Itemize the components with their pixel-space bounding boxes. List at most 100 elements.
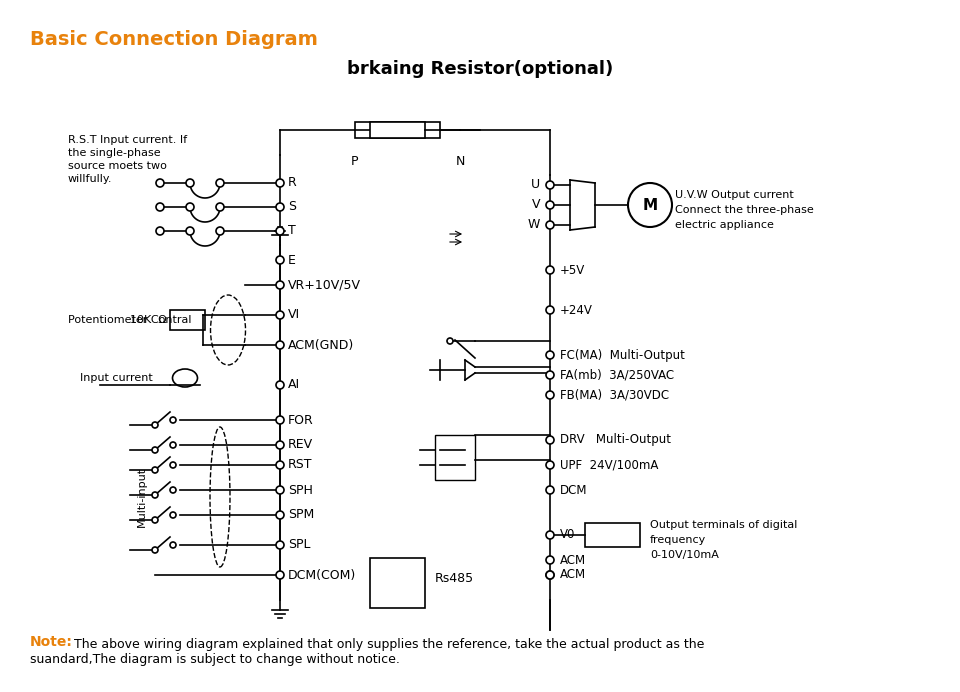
Circle shape [152,547,158,553]
Text: Potentiometer Contral: Potentiometer Contral [68,315,191,325]
Circle shape [546,571,554,579]
Text: ACM(GND): ACM(GND) [288,338,354,352]
Text: Rs485: Rs485 [435,572,474,585]
Text: Output terminals of digital: Output terminals of digital [650,520,798,530]
Text: +24V: +24V [560,304,593,316]
Text: 10K  Ω: 10K Ω [130,315,167,325]
Circle shape [156,227,164,235]
Circle shape [170,542,176,548]
Text: SPL: SPL [288,538,310,552]
Circle shape [216,227,224,235]
Text: U: U [531,179,540,192]
Text: S: S [288,201,296,214]
Circle shape [170,462,176,468]
Circle shape [276,441,284,449]
Text: 0-10V/10mA: 0-10V/10mA [650,550,719,560]
Text: R: R [288,176,297,190]
Text: UPF  24V/100mA: UPF 24V/100mA [560,459,659,471]
Text: Input current: Input current [80,373,153,383]
Circle shape [276,179,284,187]
Text: the single-phase: the single-phase [68,148,160,158]
Text: AI: AI [288,379,300,392]
Text: REV: REV [288,439,313,451]
Text: source moets two: source moets two [68,161,167,171]
Bar [435,435,475,480]
Circle shape [276,381,284,389]
Text: Basic Connection Diagram: Basic Connection Diagram [30,30,318,49]
Circle shape [152,517,158,523]
Circle shape [152,422,158,428]
Circle shape [276,416,284,424]
Text: VR+10V/5V: VR+10V/5V [288,278,361,291]
Text: V: V [532,199,540,212]
Bar [355,122,440,138]
Circle shape [546,391,554,399]
Text: Note:: Note: [30,635,73,649]
Bar [370,558,425,608]
Circle shape [152,492,158,498]
Text: DCM(COM): DCM(COM) [288,569,356,581]
Circle shape [152,447,158,453]
Circle shape [276,311,284,319]
Circle shape [546,531,554,539]
Bar [585,523,640,547]
Bar [370,122,425,138]
Text: DRV   Multi-Output: DRV Multi-Output [560,433,671,446]
Text: P: P [351,155,359,168]
Circle shape [276,571,284,579]
Text: electric appliance: electric appliance [675,220,774,230]
Circle shape [546,556,554,564]
Circle shape [170,512,176,518]
Text: DCM: DCM [560,484,588,496]
Circle shape [276,511,284,519]
Circle shape [276,461,284,469]
Bar [170,310,205,330]
Text: brkaing Resistor(optional): brkaing Resistor(optional) [347,60,613,78]
Text: E: E [288,253,296,266]
Text: Multi-input: Multi-input [137,467,147,527]
Circle shape [276,541,284,549]
Text: The above wiring diagram explained that only supplies the reference, take the ac: The above wiring diagram explained that … [74,638,705,651]
Circle shape [170,487,176,493]
Circle shape [546,351,554,359]
Text: SPH: SPH [288,484,313,496]
Text: FC(MA)  Multi-Output: FC(MA) Multi-Output [560,349,684,361]
Circle shape [546,461,554,469]
Circle shape [546,571,554,579]
Circle shape [546,306,554,314]
Text: U.V.W Output current: U.V.W Output current [675,190,794,200]
Circle shape [628,183,672,227]
Circle shape [276,227,284,235]
Circle shape [546,436,554,444]
Text: Connect the three-phase: Connect the three-phase [675,205,814,215]
Text: +5V: +5V [560,264,586,277]
Circle shape [186,227,194,235]
Text: suandard,The diagram is subject to change without notice.: suandard,The diagram is subject to chang… [30,653,400,666]
Circle shape [276,341,284,349]
Circle shape [216,203,224,211]
Text: SPM: SPM [288,509,314,522]
Text: R.S.T Input current. If: R.S.T Input current. If [68,135,187,145]
Circle shape [276,256,284,264]
Circle shape [276,486,284,494]
Text: FOR: FOR [288,414,314,426]
Circle shape [276,281,284,289]
Text: ACM: ACM [560,554,587,567]
Circle shape [546,201,554,209]
Circle shape [152,467,158,473]
Text: frequency: frequency [650,535,707,545]
Circle shape [156,179,164,187]
Text: ACM: ACM [560,569,587,581]
Circle shape [170,417,176,423]
Circle shape [546,371,554,379]
Text: N: N [455,155,465,168]
Circle shape [156,203,164,211]
Circle shape [276,203,284,211]
Text: RST: RST [288,459,313,471]
Circle shape [546,486,554,494]
Circle shape [216,179,224,187]
Text: W: W [528,219,540,232]
Text: FA(mb)  3A/250VAC: FA(mb) 3A/250VAC [560,369,674,381]
Text: willfully.: willfully. [68,174,112,184]
Circle shape [546,266,554,274]
